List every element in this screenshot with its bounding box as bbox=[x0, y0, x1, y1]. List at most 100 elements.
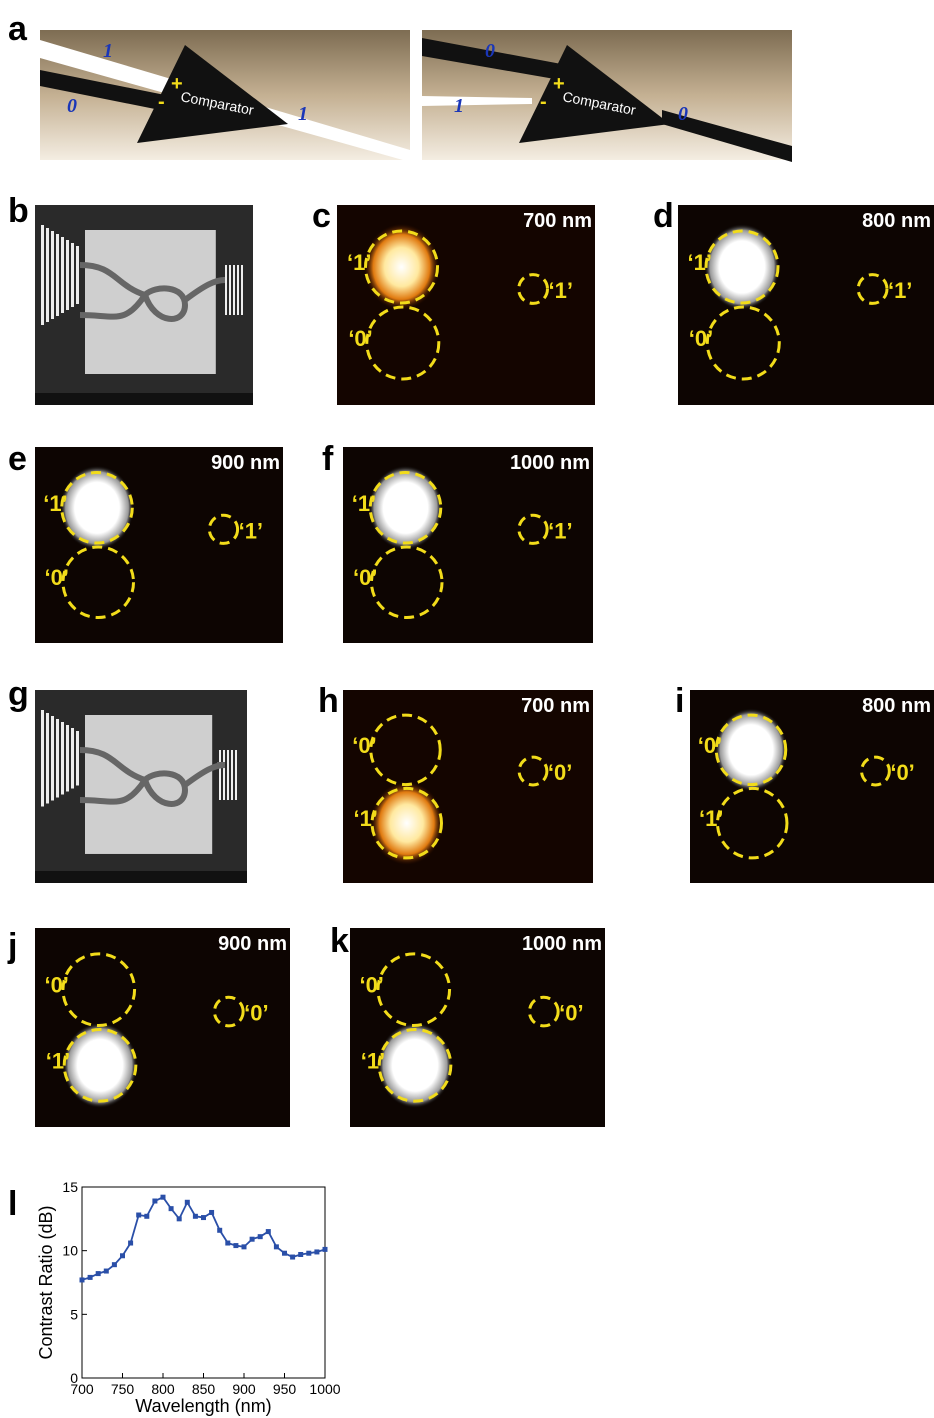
wavelength-label: 700 nm bbox=[523, 210, 592, 232]
info-bar bbox=[35, 871, 247, 883]
port-label: ‘1’ bbox=[688, 250, 712, 275]
x-tick-label: 950 bbox=[273, 1381, 297, 1397]
grating bbox=[51, 231, 54, 319]
grating bbox=[76, 246, 79, 304]
panel-letter: e bbox=[8, 440, 27, 478]
grating bbox=[219, 750, 221, 800]
wavelength-label: 1000 nm bbox=[510, 452, 590, 474]
grating bbox=[56, 719, 59, 798]
data-point bbox=[290, 1255, 295, 1260]
panel-letter: k bbox=[330, 922, 349, 960]
data-point bbox=[225, 1241, 230, 1246]
y-tick-label: 0 bbox=[70, 1370, 78, 1386]
port-label: ‘1’ bbox=[354, 806, 378, 831]
port-label: ‘1’ bbox=[239, 518, 263, 543]
panel-letter: i bbox=[675, 682, 684, 720]
panel-letter: g bbox=[8, 675, 29, 713]
optical-image: 900 nm‘1’‘0’‘1’ bbox=[35, 447, 283, 643]
grating bbox=[66, 240, 69, 310]
data-point bbox=[282, 1251, 287, 1256]
grating bbox=[71, 243, 74, 307]
data-point bbox=[152, 1199, 157, 1204]
data-point bbox=[177, 1216, 182, 1221]
x-tick-label: 850 bbox=[192, 1381, 216, 1397]
grating bbox=[237, 265, 239, 315]
wavelength-label: 800 nm bbox=[862, 210, 931, 232]
y-tick-label: 5 bbox=[70, 1306, 78, 1322]
grating bbox=[41, 225, 44, 325]
port-label: ‘0’ bbox=[698, 733, 722, 758]
grating bbox=[225, 265, 227, 315]
data-point bbox=[128, 1241, 133, 1246]
port-label: ‘1’ bbox=[699, 806, 723, 831]
x-tick-label: 750 bbox=[111, 1381, 135, 1397]
minus-sign: - bbox=[540, 91, 547, 113]
grating bbox=[41, 710, 44, 807]
light-spot bbox=[60, 465, 134, 550]
grating bbox=[233, 265, 235, 315]
grating bbox=[231, 750, 233, 800]
figure: a101+-Comparator010+-Comparatorbg700 nm‘… bbox=[0, 0, 934, 1418]
data-point bbox=[161, 1195, 166, 1200]
x-tick-label: 900 bbox=[232, 1381, 256, 1397]
image-background bbox=[337, 205, 595, 405]
grating bbox=[241, 265, 243, 315]
sem-image bbox=[35, 690, 247, 883]
grating bbox=[61, 237, 64, 313]
data-point bbox=[258, 1234, 263, 1239]
port-label: ‘0’ bbox=[359, 973, 383, 998]
wavelength-label: 900 nm bbox=[218, 933, 287, 955]
light-spot bbox=[364, 224, 440, 310]
grating bbox=[227, 750, 229, 800]
sem-image bbox=[35, 205, 253, 405]
data-point bbox=[314, 1249, 319, 1254]
grating bbox=[66, 725, 69, 792]
panel-letter: a bbox=[8, 10, 28, 48]
data-point bbox=[266, 1229, 271, 1234]
grating bbox=[223, 750, 225, 800]
grating bbox=[76, 731, 79, 786]
data-point bbox=[185, 1200, 190, 1205]
port-label: ‘0’ bbox=[244, 1001, 268, 1026]
port-label: ‘1’ bbox=[43, 491, 67, 516]
optical-image: 700 nm‘0’‘1’‘0’ bbox=[343, 690, 593, 883]
data-line bbox=[82, 1197, 325, 1280]
data-point bbox=[323, 1247, 328, 1252]
wavelength-label: 900 nm bbox=[211, 452, 280, 474]
data-point bbox=[306, 1251, 311, 1256]
light-spot bbox=[715, 708, 788, 791]
data-point bbox=[233, 1243, 238, 1248]
port-label: ‘0’ bbox=[44, 973, 68, 998]
port-label: ‘1’ bbox=[548, 518, 572, 543]
wavelength-label: 800 nm bbox=[862, 695, 931, 717]
image-background bbox=[343, 690, 593, 883]
light-spot bbox=[62, 1022, 137, 1108]
grating bbox=[46, 228, 49, 322]
y-axis-label: Contrast Ratio (dB) bbox=[36, 1205, 56, 1359]
minus-sign: - bbox=[158, 91, 165, 113]
wavelength-label: 700 nm bbox=[521, 695, 590, 717]
port-label: ‘0’ bbox=[353, 565, 377, 590]
optical-image: 900 nm‘0’‘1’‘0’ bbox=[35, 928, 290, 1127]
data-point bbox=[80, 1277, 85, 1282]
light-spot bbox=[368, 465, 442, 550]
light-spot bbox=[370, 781, 443, 864]
panel-letter: d bbox=[653, 197, 674, 235]
panel-letter: f bbox=[322, 440, 334, 478]
y-tick-label: 10 bbox=[62, 1243, 78, 1259]
optical-image: 1000 nm‘1’‘0’‘1’ bbox=[343, 447, 593, 643]
input-label: 1 bbox=[454, 95, 464, 117]
data-point bbox=[298, 1252, 303, 1257]
schematic: 010+-Comparator bbox=[422, 30, 792, 162]
port-label: ‘1’ bbox=[361, 1048, 385, 1073]
light-spot bbox=[377, 1022, 452, 1108]
image-background bbox=[35, 928, 290, 1127]
optical-image: 800 nm‘1’‘0’‘1’ bbox=[678, 205, 934, 405]
port-label: ‘0’ bbox=[689, 326, 713, 351]
port-label: ‘0’ bbox=[352, 733, 376, 758]
optical-image: 700 nm‘1’‘0’‘1’ bbox=[337, 205, 595, 405]
grating bbox=[51, 716, 54, 801]
panel-letter: c bbox=[312, 197, 331, 235]
data-point bbox=[193, 1214, 198, 1219]
input-label: 1 bbox=[103, 40, 113, 62]
